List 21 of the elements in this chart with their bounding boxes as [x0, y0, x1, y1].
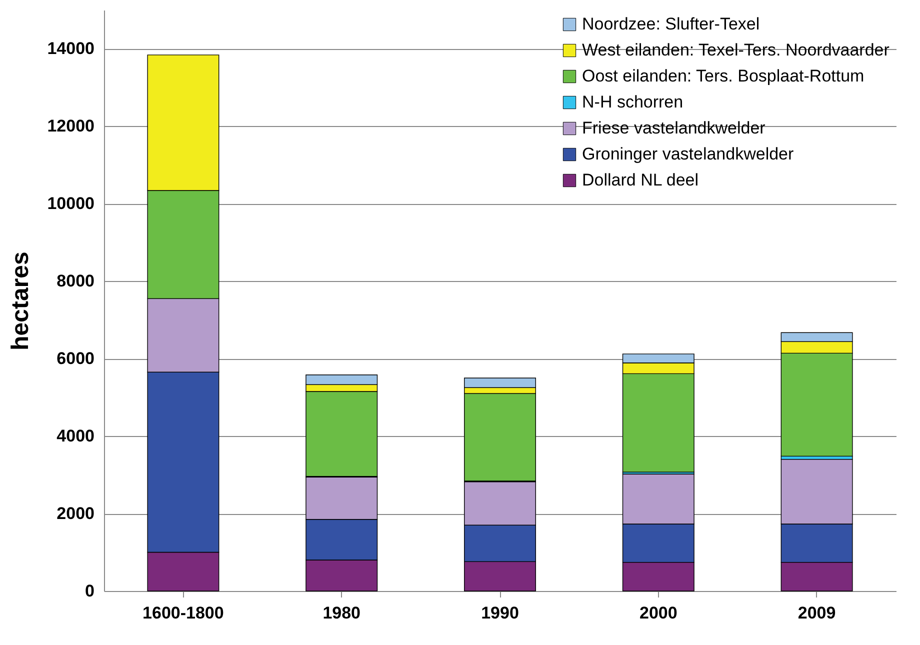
- legend-label: Oost eilanden: Ters. Bosplaat-Rottum: [582, 66, 864, 86]
- x-tick-label: 1990: [481, 604, 519, 622]
- y-tick-label: 6000: [56, 349, 94, 368]
- y-tick-label: 0: [85, 582, 94, 600]
- x-tick-label: 2009: [798, 604, 836, 622]
- legend-label: Dollard NL deel: [582, 170, 699, 190]
- x-tick-label: 2000: [639, 604, 678, 622]
- y-tick-label: 8000: [56, 272, 94, 291]
- y-tick-label: 10000: [47, 194, 94, 214]
- legend-label: N-H schorren: [582, 92, 684, 112]
- y-tick-label: 4000: [56, 426, 94, 446]
- legend-label: West eilanden: Texel-Ters. Noordvaarder: [582, 40, 890, 60]
- y-axis-title: hectares: [7, 252, 34, 350]
- y-tick-label: 2000: [56, 504, 94, 524]
- x-tick-label: 1600-1800: [142, 604, 224, 622]
- legend-label: Noordzee: Slufter-Texel: [582, 14, 760, 34]
- y-tick-label: 14000: [47, 39, 94, 58]
- y-tick-label: 12000: [47, 116, 94, 136]
- x-tick-label: 1980: [322, 604, 361, 622]
- legend-label: Groninger vastelandkwelder: [582, 144, 794, 164]
- legend-label: Friese vastelandkwelder: [582, 118, 766, 138]
